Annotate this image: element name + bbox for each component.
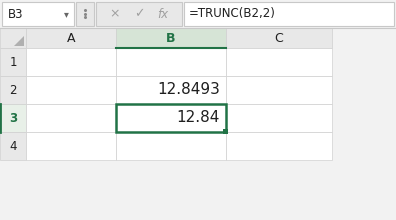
Bar (226, 28, 332, 48)
Bar (76, 2, 94, 26)
Bar (2, 2, 74, 26)
Text: 12.84: 12.84 (177, 110, 220, 125)
Bar (223, 129, 228, 134)
Text: A: A (67, 31, 75, 44)
Bar (116, 48, 226, 76)
Text: 4: 4 (9, 139, 17, 152)
Bar (26, 132, 116, 160)
Text: 2: 2 (9, 84, 17, 97)
Bar (26, 76, 116, 104)
Bar (0, 48, 26, 76)
Bar (0, 132, 26, 160)
Bar (0, 76, 26, 104)
Bar (226, 76, 332, 104)
Bar (184, 2, 394, 26)
Text: 12.8493: 12.8493 (157, 82, 220, 97)
Bar (26, 28, 116, 48)
Text: C: C (274, 31, 284, 44)
Text: ▾: ▾ (64, 9, 69, 19)
Bar (116, 28, 226, 48)
Bar (226, 104, 332, 132)
Bar (116, 104, 226, 132)
Bar (26, 104, 116, 132)
Bar (226, 132, 332, 160)
Bar (116, 132, 226, 160)
Bar (0, 28, 26, 48)
Text: ✓: ✓ (134, 7, 144, 20)
Polygon shape (14, 36, 24, 46)
Bar (0, 0, 396, 28)
Text: B3: B3 (8, 7, 23, 20)
Bar (0, 104, 26, 132)
Text: 1: 1 (9, 55, 17, 68)
Text: fx: fx (158, 7, 169, 20)
Bar (226, 48, 332, 76)
Text: 3: 3 (9, 112, 17, 125)
Bar (26, 48, 116, 76)
Text: ×: × (110, 7, 120, 20)
Bar (96, 2, 182, 26)
Text: B: B (166, 31, 176, 44)
Text: =TRUNC(B2,2): =TRUNC(B2,2) (189, 7, 276, 20)
Bar (116, 104, 226, 132)
Bar (116, 76, 226, 104)
